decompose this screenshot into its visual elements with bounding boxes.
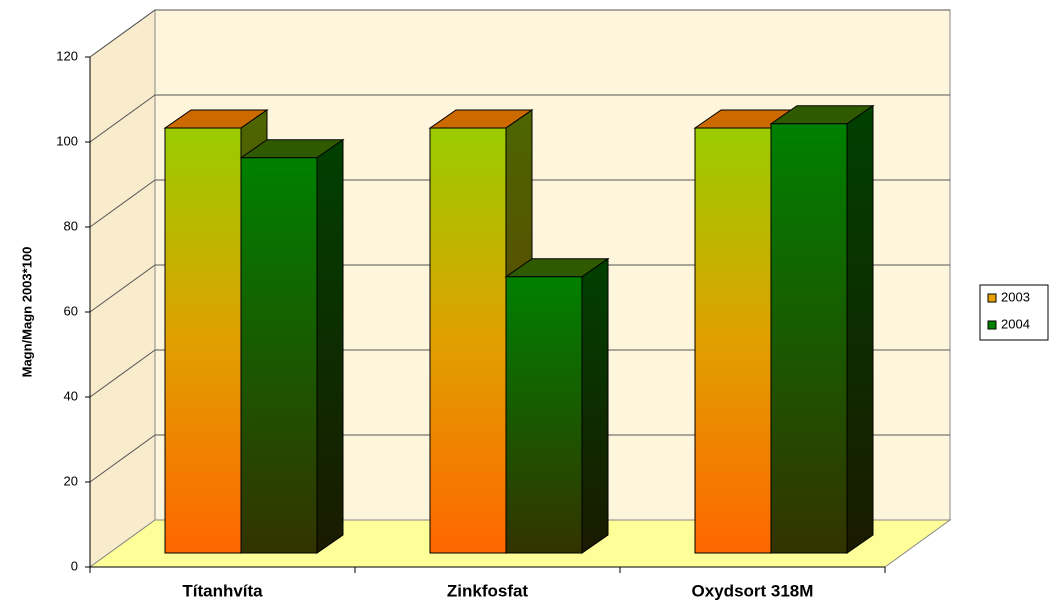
bar-front xyxy=(694,127,772,554)
y-tick-label: 60 xyxy=(64,303,78,318)
grid-line xyxy=(89,179,156,228)
bar-front xyxy=(164,127,242,554)
legend-swatch xyxy=(987,320,997,330)
grid-line xyxy=(89,94,156,143)
legend-label: 2004 xyxy=(1001,316,1030,331)
grid-line xyxy=(89,349,156,398)
y-tick-label: 120 xyxy=(56,48,78,63)
bar-front xyxy=(429,127,507,554)
grid-line xyxy=(89,264,156,313)
y-tick-label: 40 xyxy=(64,388,78,403)
grid-line xyxy=(89,434,156,483)
bar-front xyxy=(505,276,583,554)
y-tick-label: 20 xyxy=(64,473,78,488)
bar xyxy=(769,104,875,554)
y-tick-label: 100 xyxy=(56,133,78,148)
y-tick-label: 0 xyxy=(71,558,78,573)
bar xyxy=(239,138,345,554)
x-tick-label: Zinkfosfat xyxy=(447,581,529,600)
y-axis-label: Magn/Magn 2003*100 xyxy=(19,247,34,378)
bar xyxy=(504,257,610,554)
bar-side xyxy=(581,257,609,554)
x-tick-label: Oxydsort 318M xyxy=(692,581,814,600)
grid-line xyxy=(89,9,156,58)
bar-front xyxy=(240,157,318,554)
legend-box xyxy=(979,284,1049,341)
legend-label: 2003 xyxy=(1001,289,1030,304)
y-tick-label: 80 xyxy=(64,218,78,233)
bar-side xyxy=(316,138,344,554)
bar-front xyxy=(770,123,848,554)
legend xyxy=(979,284,1049,341)
x-tick-label: Títanhvíta xyxy=(182,581,263,600)
bar-side xyxy=(846,104,874,554)
legend-swatch xyxy=(987,293,997,303)
